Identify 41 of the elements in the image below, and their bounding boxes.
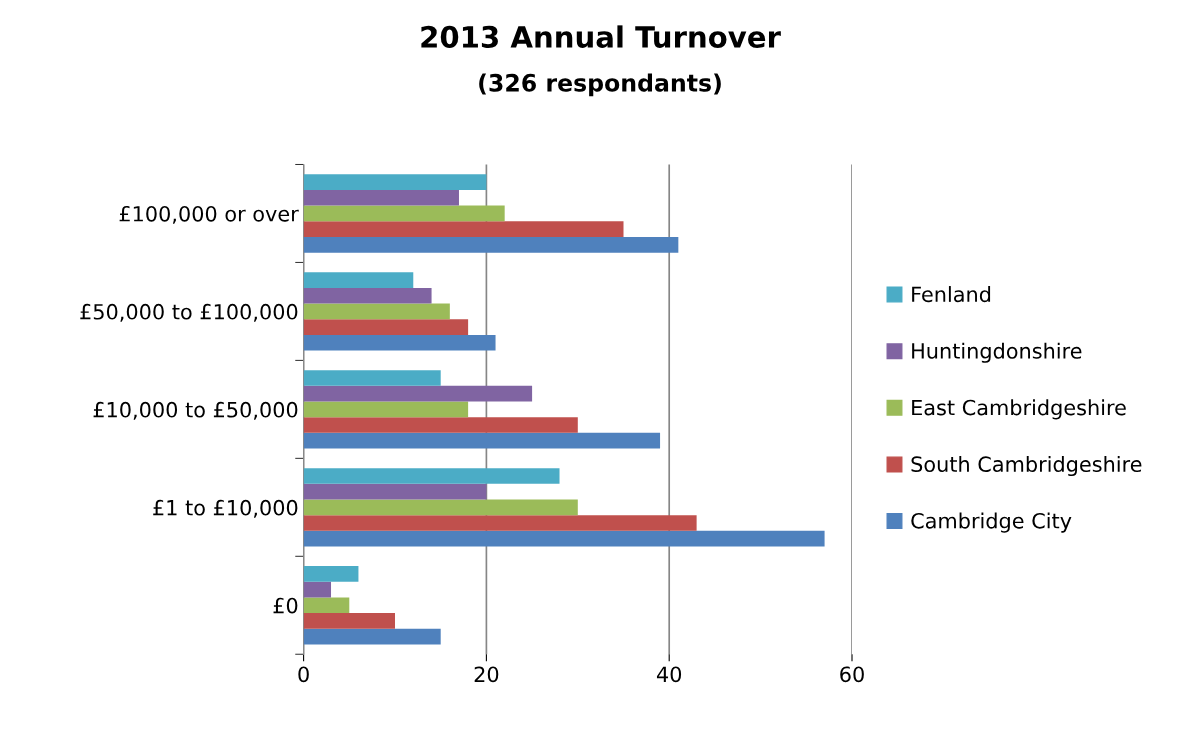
bar — [303, 483, 487, 500]
bar — [303, 370, 441, 386]
bar — [303, 581, 332, 598]
y-tick-label: £0 — [273, 597, 298, 614]
bar — [303, 468, 560, 484]
bar — [303, 334, 496, 351]
x-tick-label: 0 — [298, 666, 309, 683]
bar — [303, 432, 661, 449]
bar — [303, 236, 679, 253]
chart-subtitle: (326 respondants) — [479, 73, 721, 97]
bar — [303, 499, 578, 516]
bar — [303, 515, 697, 531]
bar — [303, 287, 432, 304]
bar — [303, 221, 624, 237]
legend-label: Huntingdonshire — [912, 342, 1082, 363]
legend-label: East Cambridgeshire — [912, 399, 1126, 420]
x-tick-label: 20 — [474, 666, 499, 683]
legend-label: Cambridge City — [911, 512, 1072, 533]
bar — [303, 417, 578, 433]
y-tick-label: £50,000 to £100,000 — [80, 303, 298, 322]
y-tick-label: £1 to £10,000 — [153, 499, 298, 518]
bar — [303, 205, 505, 222]
x-tick-label: 40 — [656, 666, 682, 683]
legend-label: South Cambridgeshire — [911, 455, 1142, 477]
bar — [303, 385, 533, 402]
bar — [303, 530, 825, 547]
bar — [303, 189, 459, 206]
chart-title: 2013 Annual Turnover — [421, 25, 781, 48]
y-tick-label: £10,000 to £50,000 — [93, 401, 298, 420]
bar — [303, 613, 395, 629]
legend-label: Fenland — [912, 286, 991, 303]
x-tick-label: 60 — [840, 666, 864, 683]
bar — [303, 174, 487, 190]
bar — [303, 319, 469, 335]
bar — [303, 272, 414, 288]
y-tick-label: £100,000 or over — [119, 205, 299, 224]
bar — [303, 628, 441, 645]
bar — [303, 566, 359, 582]
bar — [303, 303, 450, 320]
bar — [303, 597, 350, 614]
bar — [303, 401, 469, 418]
